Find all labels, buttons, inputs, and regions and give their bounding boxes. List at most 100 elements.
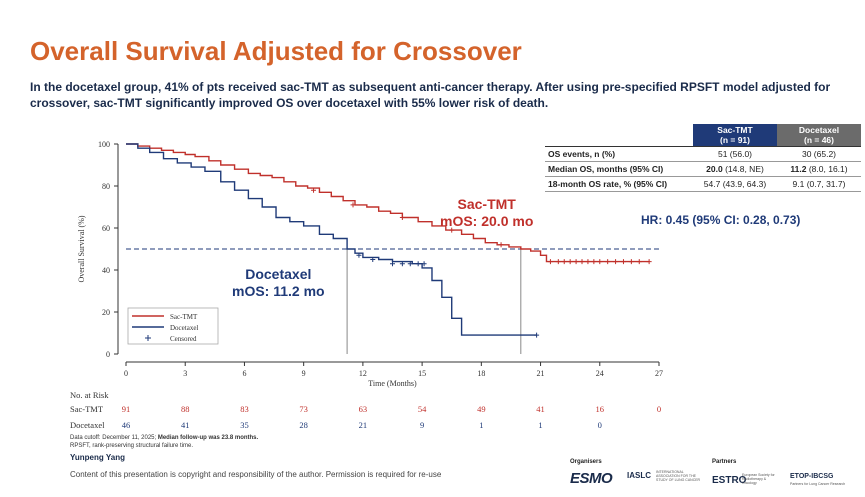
risk-cell: 1 [479,420,484,430]
sac-tmt-annotation-median: mOS: 20.0 mo [440,213,534,229]
censor-marks [311,187,652,338]
risk-cell: 63 [358,404,368,414]
reference-lines [126,248,659,354]
censor-mark [370,257,376,262]
censor-mark [573,259,579,265]
censor-mark [613,259,619,265]
legend-label: Censored [170,335,197,343]
x-tick-label: 15 [418,369,426,378]
censor-mark [597,259,603,265]
risk-cell: 0 [656,404,662,414]
censor-mark [555,259,561,265]
censor-mark [620,259,626,265]
risk-cell: 28 [299,420,308,430]
partners-label: Partners [712,459,737,465]
censor-mark [561,259,567,265]
table-row-label: OS events, n (%) [545,146,693,162]
etop-ibcsg-logo-subtext: Partners for Lung Cancer Research [790,482,846,486]
censor-mark [498,242,504,248]
docetaxel-annotation: Docetaxel mOS: 11.2 mo [232,266,325,300]
censor-mark [567,259,573,265]
table-cell-doc-ci: (8.0, 16.1) [806,164,848,174]
table-row: Median OS, months (95% CI) 20.0 (14.8, N… [545,161,861,177]
table-header-doc-n: (n = 46) [804,135,834,145]
table-cell-doc: 11.2 (8.0, 16.1) [777,161,861,177]
x-tick-label: 21 [537,369,545,378]
table-cell-sac: 54.7 (43.9, 64.3) [693,176,777,192]
legend-label: Sac-TMT [170,313,198,321]
censor-mark [585,259,591,265]
footnote-cutoff: Data cutoff: December 11, 2025; [70,435,158,441]
table-cell-doc: 9.1 (0.7, 31.7) [777,176,861,192]
risk-cell: 9 [419,420,425,430]
table-header-sac-name: Sac-TMT [717,125,753,135]
table-row-label: 18-month OS rate, % (95% CI) [545,176,693,192]
risk-cell: 49 [477,404,486,414]
risk-cell: 91 [121,404,131,414]
series-line-docetaxel [126,143,537,336]
censor-mark [534,332,540,338]
hazard-ratio: HR: 0.45 (95% CI: 0.28, 0.73) [641,213,801,227]
x-tick-label: 27 [655,369,663,378]
y-tick-label: 80 [102,182,110,191]
censor-mark [390,261,395,267]
y-tick-label: 60 [102,224,110,233]
censor-mark [579,259,585,265]
legend-label: Docetaxel [170,324,198,332]
y-tick-label: 0 [106,350,110,359]
footnote-line-1: Data cutoff: December 11, 2025; Median f… [70,435,258,443]
chart-axes: 0 20 40 60 80 100 0 3 6 9 12 15 18 21 24 27 Time (Months… [77,140,663,388]
risk-cell: 46 [121,420,131,430]
iaslc-logo-subtext: INTERNATIONAL ASSOCIATION FOR THE STUDY … [656,470,701,482]
risk-cell: 21 [358,420,368,430]
footnote-line-2: RPSFT, rank-preserving structural failur… [70,442,194,449]
table-header-sac-n: (n = 91) [720,135,750,145]
table-cell-sac: 51 (56.0) [693,146,777,162]
censor-mark [350,202,356,208]
censor-mark [636,259,642,265]
x-tick-label: 12 [359,369,367,378]
etop-ibcsg-logo: ETOP-IBCSG [790,473,834,480]
chart-legend: Sac-TMT Docetaxel Censored [127,307,219,345]
risk-cell: 0 [597,420,602,430]
table-cell-sac-median: 20.0 [706,164,723,174]
y-tick-label: 100 [98,140,110,149]
x-tick-label: 9 [302,369,306,378]
table-cell-doc: 30 (65.2) [777,146,861,162]
stats-table: Sac-TMT (n = 91) Docetaxel (n = 46) OS e… [545,124,861,192]
censor-mark [449,227,455,233]
table-cell-sac: 20.0 (14.8, NE) [693,161,777,177]
table-row: 18-month OS rate, % (95% CI) 54.7 (43.9,… [545,176,861,192]
risk-cell: 35 [240,420,249,430]
footnote-followup: Median follow-up was 23.8 months. [157,435,259,441]
y-axis-label: Overall Survival (%) [77,215,86,282]
risk-cell: 83 [240,404,249,414]
sac-tmt-annotation-name: Sac-TMT [457,196,516,212]
copyright-notice: Content of this presentation is copyrigh… [70,470,442,479]
author-name: Yunpeng Yang [70,453,125,462]
legend-censor-mark [145,335,151,341]
risk-row-label: Docetaxel [70,420,105,430]
censor-mark [399,215,405,220]
legend-box [127,307,219,345]
censor-mark [311,187,317,193]
slide-subtitle: In the docetaxel group, 41% of pts recei… [30,80,831,110]
risk-cell: 54 [417,404,427,414]
table-header-doc-name: Docetaxel [798,125,840,135]
risk-cell: 1 [538,420,543,430]
censor-mark [356,252,362,258]
x-tick-label: 0 [124,369,128,378]
table-row-label: Median OS, months (95% CI) [545,161,693,177]
x-tick-label: 6 [242,369,246,378]
slide-title: Overall Survival Adjusted for Crossover [30,36,522,66]
docetaxel-annotation-median: mOS: 11.2 mo [232,283,325,299]
table-header-docetaxel: Docetaxel (n = 46) [777,124,861,147]
table-header-sac-tmt: Sac-TMT (n = 91) [693,124,777,147]
x-tick-label: 24 [596,369,604,378]
censor-mark [407,261,413,267]
risk-cell: 88 [180,404,190,414]
table-header-blank [545,124,693,147]
docetaxel-annotation-name: Docetaxel [245,266,312,282]
risk-cell: 73 [299,404,308,414]
